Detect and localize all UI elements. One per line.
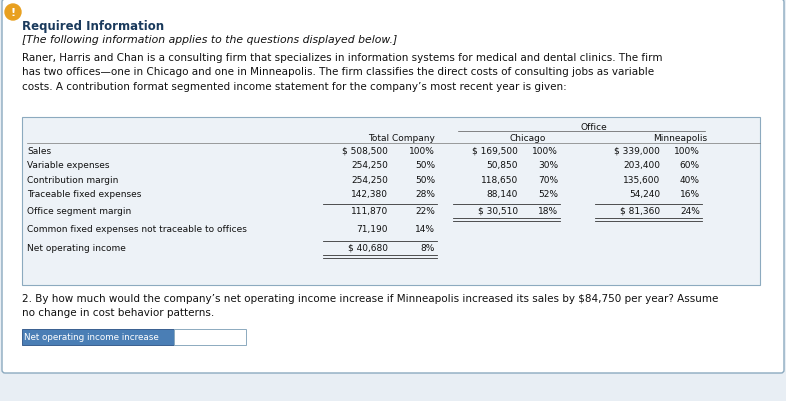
Text: 2. By how much would the company’s net operating income increase if Minneapolis : 2. By how much would the company’s net o… [22, 293, 718, 318]
Text: Common fixed expenses not traceable to offices: Common fixed expenses not traceable to o… [27, 225, 247, 234]
Text: 14%: 14% [415, 225, 435, 234]
Text: 100%: 100% [532, 147, 558, 156]
Text: 254,250: 254,250 [351, 161, 388, 170]
Text: $ 508,500: $ 508,500 [342, 147, 388, 156]
Text: 100%: 100% [410, 147, 435, 156]
Text: [The following information applies to the questions displayed below.]: [The following information applies to th… [22, 35, 397, 45]
FancyBboxPatch shape [2, 0, 784, 373]
Text: $ 30,510: $ 30,510 [478, 207, 518, 215]
Text: 70%: 70% [538, 176, 558, 184]
Text: 60%: 60% [680, 161, 700, 170]
Text: !: ! [10, 8, 16, 18]
Text: $ 40,680: $ 40,680 [348, 243, 388, 252]
Text: 203,400: 203,400 [623, 161, 660, 170]
Text: Required Information: Required Information [22, 20, 164, 33]
Text: 8%: 8% [421, 243, 435, 252]
Text: Net operating income increase: Net operating income increase [24, 333, 159, 342]
Text: 22%: 22% [415, 207, 435, 215]
Text: 100%: 100% [674, 147, 700, 156]
FancyBboxPatch shape [22, 118, 760, 285]
Text: 18%: 18% [538, 207, 558, 215]
Text: $ 339,000: $ 339,000 [614, 147, 660, 156]
Text: 118,650: 118,650 [481, 176, 518, 184]
Text: 88,140: 88,140 [487, 190, 518, 199]
Text: 50%: 50% [415, 161, 435, 170]
Text: 50%: 50% [415, 176, 435, 184]
Text: 254,250: 254,250 [351, 176, 388, 184]
Circle shape [5, 5, 21, 21]
Text: $ 81,360: $ 81,360 [620, 207, 660, 215]
Text: Total Company: Total Company [368, 134, 435, 143]
Text: 24%: 24% [680, 207, 700, 215]
FancyBboxPatch shape [22, 329, 174, 345]
Text: 28%: 28% [415, 190, 435, 199]
Text: 71,190: 71,190 [357, 225, 388, 234]
Text: Office: Office [581, 123, 608, 132]
Text: 50,850: 50,850 [487, 161, 518, 170]
Text: Net operating income: Net operating income [27, 243, 126, 252]
Text: 111,870: 111,870 [351, 207, 388, 215]
Text: Contribution margin: Contribution margin [27, 176, 119, 184]
Text: 52%: 52% [538, 190, 558, 199]
Text: Chicago: Chicago [510, 134, 546, 143]
Text: Sales: Sales [27, 147, 51, 156]
Text: 135,600: 135,600 [623, 176, 660, 184]
Text: 16%: 16% [680, 190, 700, 199]
FancyBboxPatch shape [174, 329, 246, 345]
Text: $ 169,500: $ 169,500 [472, 147, 518, 156]
Text: 40%: 40% [680, 176, 700, 184]
Text: Minneapolis: Minneapolis [653, 134, 707, 143]
Text: 142,380: 142,380 [351, 190, 388, 199]
Text: 30%: 30% [538, 161, 558, 170]
Text: Traceable fixed expenses: Traceable fixed expenses [27, 190, 141, 199]
Text: Variable expenses: Variable expenses [27, 161, 109, 170]
Text: Office segment margin: Office segment margin [27, 207, 131, 215]
Text: 54,240: 54,240 [629, 190, 660, 199]
Text: Raner, Harris and Chan is a consulting firm that specializes in information syst: Raner, Harris and Chan is a consulting f… [22, 53, 663, 91]
